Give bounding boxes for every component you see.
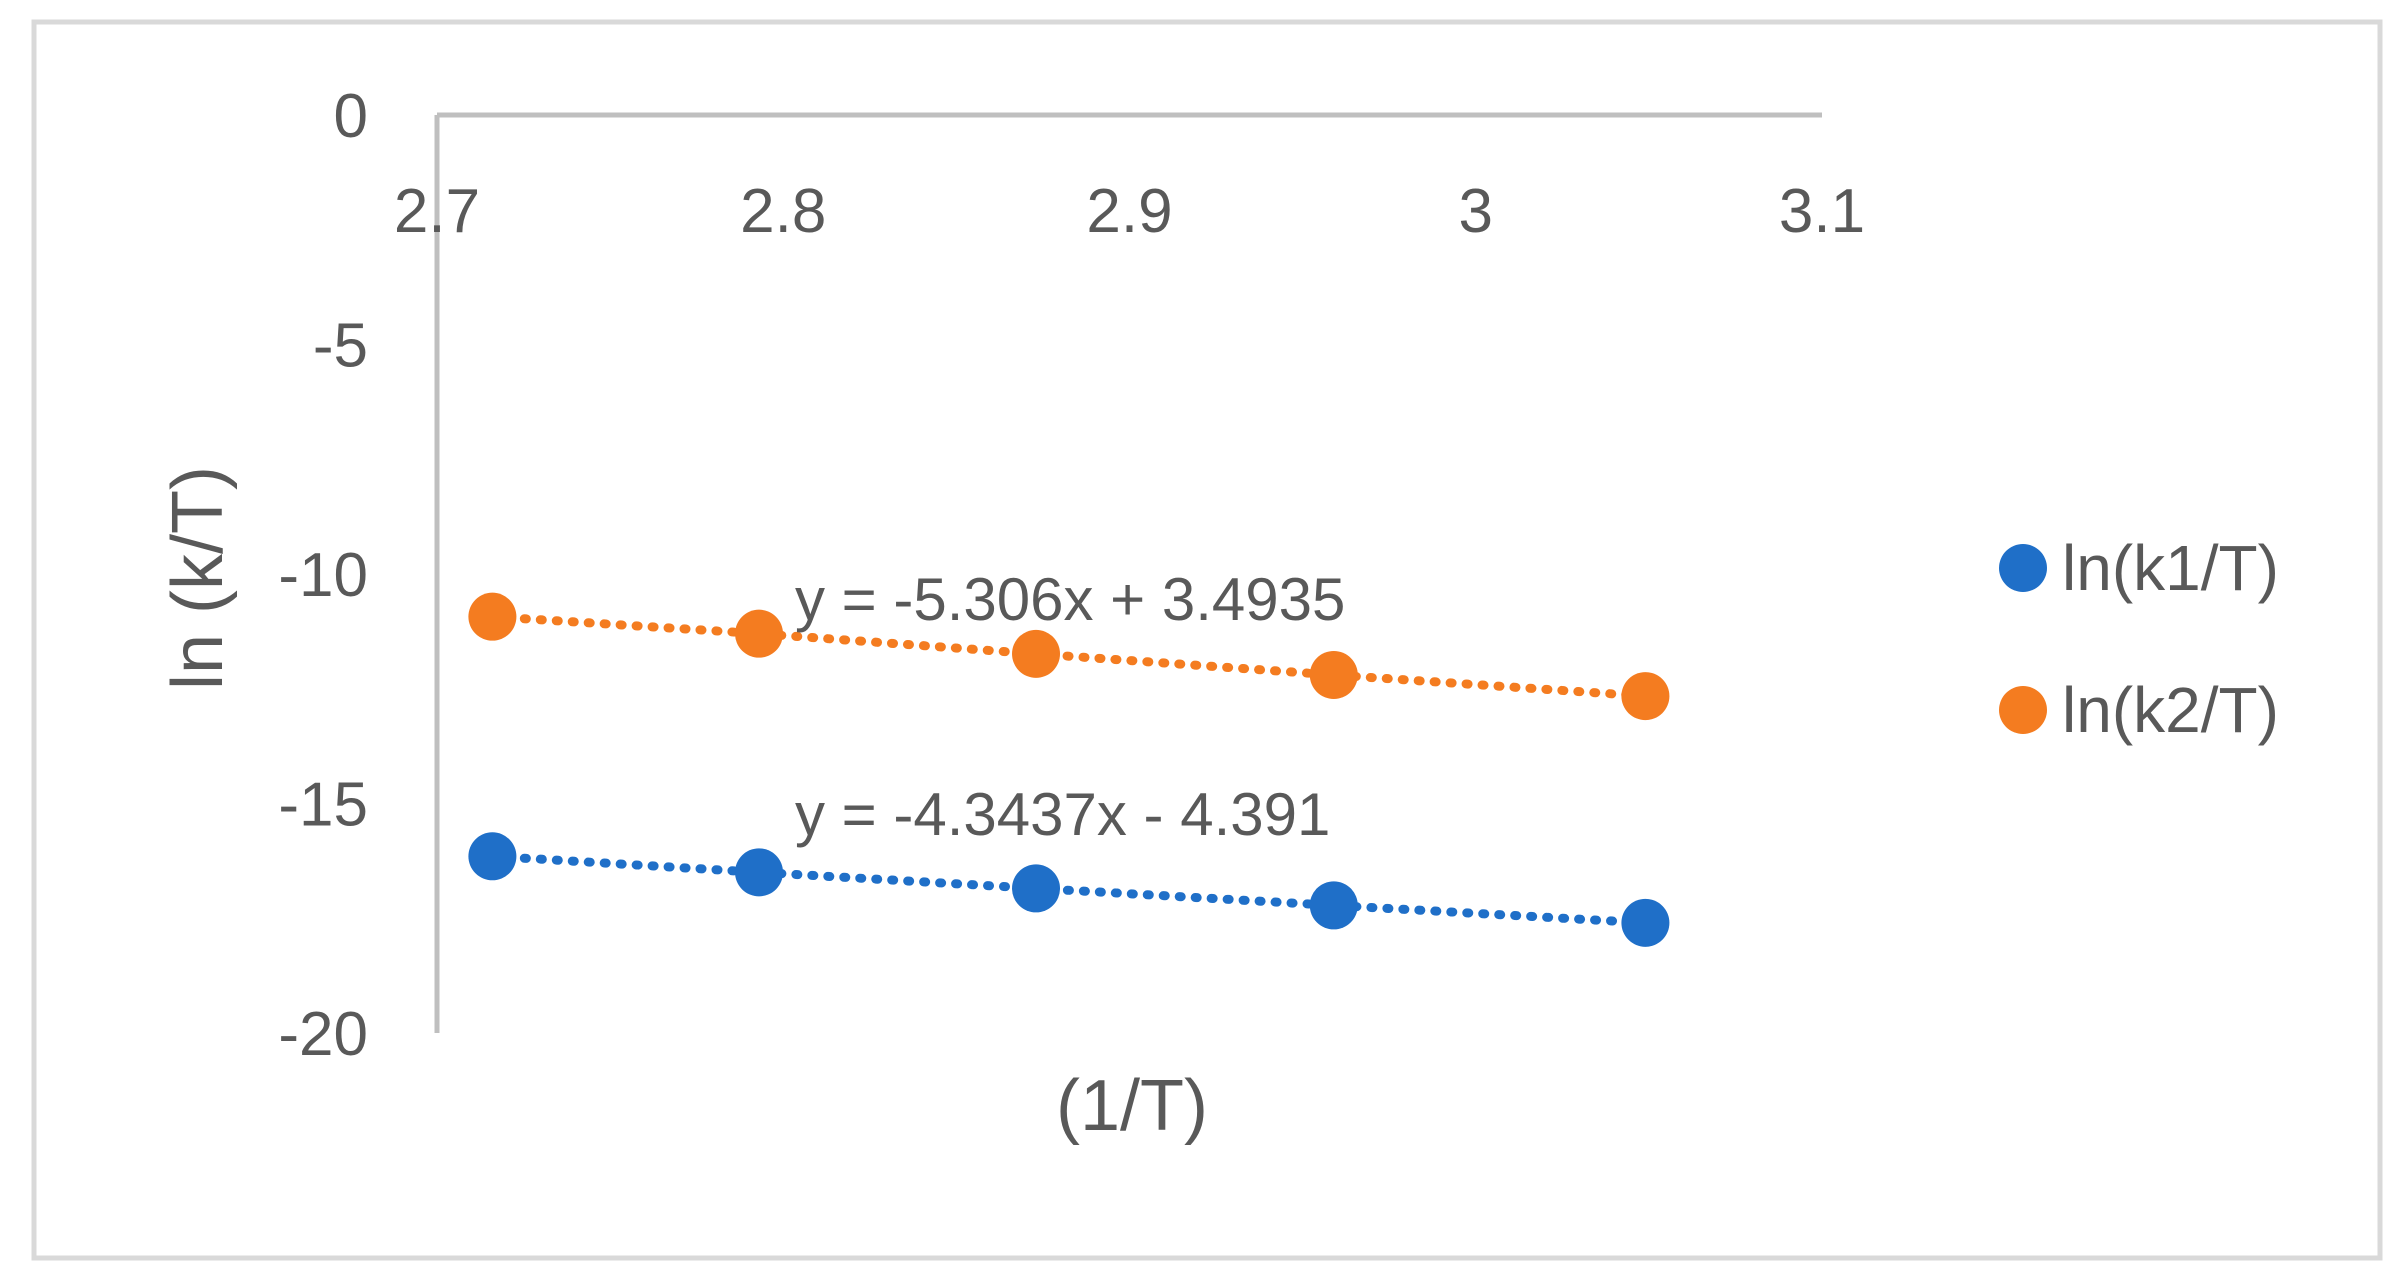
trendline-equation-k1: y = -4.3437x - 4.391 — [795, 781, 1330, 848]
x-axis-title: (1/T) — [1056, 1066, 1208, 1146]
x-tick-label: 2.8 — [740, 177, 826, 246]
data-point — [735, 609, 784, 658]
data-point — [468, 592, 517, 641]
data-point — [468, 832, 517, 881]
legend-marker-k2 — [1999, 686, 2047, 734]
series-1 — [468, 832, 1670, 947]
y-tick-label: -10 — [278, 541, 368, 610]
legend-label-k1: ln(k1/T) — [2062, 532, 2279, 604]
x-tick-label: 2.7 — [394, 177, 480, 246]
y-tick-label: -20 — [278, 1000, 368, 1069]
y-tick-label: -5 — [313, 312, 368, 381]
y-tick-label: 0 — [334, 82, 368, 151]
x-tick-labels: 2.7 2.8 2.9 3 3.1 — [394, 177, 1865, 246]
legend-label-k2: ln(k2/T) — [2062, 674, 2279, 746]
legend-marker-k1 — [1999, 544, 2047, 592]
y-axis-title: ln (k/T) — [158, 466, 238, 690]
y-tick-label: -15 — [278, 771, 368, 840]
y-tick-labels: 0 -5 -10 -15 -20 — [278, 82, 368, 1069]
trendline-equation-k2: y = -5.306x + 3.4935 — [795, 566, 1345, 633]
data-point — [1621, 898, 1670, 947]
data-point — [1012, 864, 1061, 913]
data-point — [1012, 629, 1061, 678]
series-layer — [468, 592, 1670, 947]
chart-border — [31, 19, 2383, 1261]
data-point — [1309, 650, 1358, 699]
series-2 — [468, 592, 1670, 721]
x-tick-label: 2.9 — [1086, 177, 1172, 246]
legend: ln(k1/T) ln(k2/T) — [1999, 532, 2279, 746]
data-point — [735, 848, 784, 897]
x-tick-label: 3.1 — [1779, 177, 1865, 246]
data-point — [1621, 672, 1670, 721]
x-tick-label: 3 — [1459, 177, 1493, 246]
data-point — [1309, 881, 1358, 930]
